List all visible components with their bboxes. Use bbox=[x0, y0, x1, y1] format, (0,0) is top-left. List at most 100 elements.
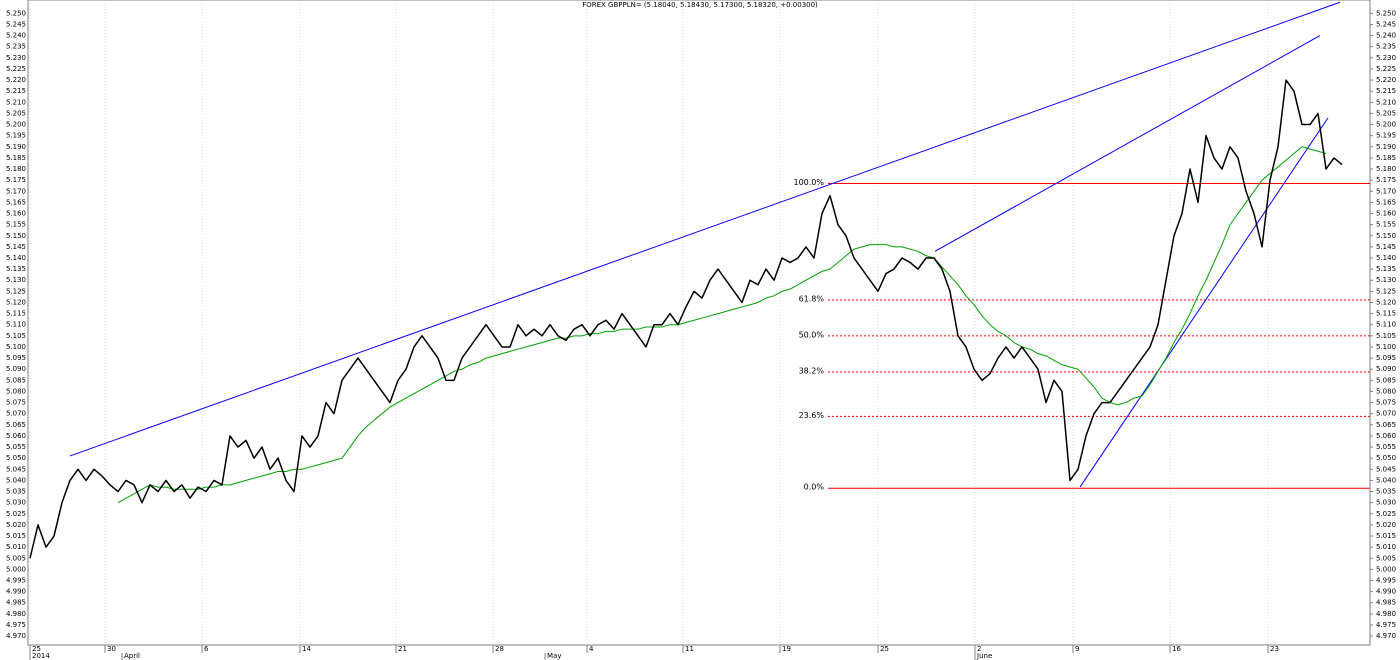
y-tick-label-right: 5.080 bbox=[1376, 387, 1396, 395]
y-tick-label: 4.980 bbox=[6, 610, 26, 618]
y-tick-label: 5.000 bbox=[6, 565, 26, 573]
y-tick-label: 5.160 bbox=[6, 210, 26, 218]
y-tick-label: 5.040 bbox=[6, 476, 26, 484]
y-tick-label: 5.245 bbox=[6, 20, 26, 28]
y-tick-label-right: 5.125 bbox=[1376, 287, 1396, 295]
y-tick-label-right: 5.135 bbox=[1376, 265, 1396, 273]
x-tick-label: 25 bbox=[32, 645, 41, 653]
month-label: 2014 bbox=[32, 652, 50, 660]
y-tick-label-right: 5.130 bbox=[1376, 276, 1396, 284]
y-tick-label: 5.240 bbox=[6, 32, 26, 40]
y-tick-label: 5.110 bbox=[6, 321, 26, 329]
y-tick-label: 4.995 bbox=[6, 577, 26, 585]
fib-level-label: 100.0% bbox=[793, 178, 824, 187]
y-tick-label-right: 5.040 bbox=[1376, 476, 1396, 484]
y-tick-label-right: 5.100 bbox=[1376, 343, 1396, 351]
y-tick-label: 5.035 bbox=[6, 488, 26, 496]
trendline bbox=[934, 35, 1321, 252]
x-tick-label: 14 bbox=[302, 645, 311, 653]
y-tick-label: 5.090 bbox=[6, 365, 26, 373]
y-tick-label-right: 5.145 bbox=[1376, 243, 1396, 251]
y-tick-label-right: 5.060 bbox=[1376, 432, 1396, 440]
y-tick-label-right: 5.010 bbox=[1376, 543, 1396, 551]
y-tick-label-right: 5.090 bbox=[1376, 365, 1396, 373]
y-tick-label: 5.150 bbox=[6, 232, 26, 240]
y-tick-label: 5.075 bbox=[6, 399, 26, 407]
x-tick-label: 28 bbox=[495, 645, 504, 653]
y-tick-label: 5.065 bbox=[6, 421, 26, 429]
y-tick-label-right: 5.170 bbox=[1376, 187, 1396, 195]
y-tick-label-right: 5.120 bbox=[1376, 298, 1396, 306]
x-tick-label: 6 bbox=[204, 645, 209, 653]
y-tick-label-right: 5.050 bbox=[1376, 454, 1396, 462]
month-label: June bbox=[976, 652, 992, 660]
y-tick-label-right: 5.165 bbox=[1376, 198, 1396, 206]
y-tick-label-right: 5.005 bbox=[1376, 554, 1396, 562]
y-tick-label: 5.220 bbox=[6, 76, 26, 84]
y-tick-label-right: 5.185 bbox=[1376, 154, 1396, 162]
y-tick-label-right: 4.980 bbox=[1376, 610, 1396, 618]
y-tick-label-right: 4.990 bbox=[1376, 588, 1396, 596]
y-tick-label-right: 5.045 bbox=[1376, 465, 1396, 473]
y-tick-label-right: 5.205 bbox=[1376, 109, 1396, 117]
y-tick-label-right: 4.975 bbox=[1376, 621, 1396, 629]
y-tick-label-right: 5.250 bbox=[1376, 9, 1396, 17]
y-tick-label-right: 5.200 bbox=[1376, 121, 1396, 129]
y-tick-label-right: 5.020 bbox=[1376, 521, 1396, 529]
y-tick-label: 5.030 bbox=[6, 499, 26, 507]
y-tick-label-right: 5.030 bbox=[1376, 499, 1396, 507]
y-tick-label: 5.020 bbox=[6, 521, 26, 529]
y-tick-label: 5.170 bbox=[6, 187, 26, 195]
y-tick-label: 5.010 bbox=[6, 543, 26, 551]
trendline bbox=[1079, 117, 1329, 488]
x-tick-label: 16 bbox=[1172, 645, 1181, 653]
y-tick-label-right: 5.140 bbox=[1376, 254, 1396, 262]
y-tick-label: 5.130 bbox=[6, 276, 26, 284]
y-tick-label-right: 5.215 bbox=[1376, 87, 1396, 95]
x-tick-label: 11 bbox=[685, 645, 694, 653]
y-tick-label: 5.225 bbox=[6, 65, 26, 73]
y-tick-label-right: 5.115 bbox=[1376, 310, 1396, 318]
y-tick-label-right: 5.210 bbox=[1376, 98, 1396, 106]
y-tick-label-right: 5.035 bbox=[1376, 488, 1396, 496]
y-tick-label-right: 5.175 bbox=[1376, 176, 1396, 184]
y-tick-label-right: 5.220 bbox=[1376, 76, 1396, 84]
y-tick-label-right: 4.995 bbox=[1376, 577, 1396, 585]
y-tick-label-right: 5.195 bbox=[1376, 132, 1396, 140]
y-tick-label: 5.235 bbox=[6, 43, 26, 51]
y-tick-label-right: 5.150 bbox=[1376, 232, 1396, 240]
fib-level-label: 50.0% bbox=[799, 330, 825, 339]
y-tick-label-right: 5.245 bbox=[1376, 20, 1396, 28]
y-tick-label: 4.990 bbox=[6, 588, 26, 596]
y-tick-label: 5.085 bbox=[6, 376, 26, 384]
fib-level-label: 61.8% bbox=[799, 294, 825, 303]
x-tick-label: 30 bbox=[107, 645, 116, 653]
y-tick-label-right: 5.000 bbox=[1376, 565, 1396, 573]
y-tick-label: 5.145 bbox=[6, 243, 26, 251]
y-tick-label: 5.050 bbox=[6, 454, 26, 462]
fib-level-label: 38.2% bbox=[799, 366, 825, 375]
series-line bbox=[29, 79, 1343, 559]
y-tick-label: 5.120 bbox=[6, 298, 26, 306]
y-tick-label-right: 5.075 bbox=[1376, 399, 1396, 407]
y-tick-label: 5.115 bbox=[6, 310, 26, 318]
x-tick-label: 21 bbox=[398, 645, 407, 653]
y-tick-label-right: 5.085 bbox=[1376, 376, 1396, 384]
y-tick-label: 5.210 bbox=[6, 98, 26, 106]
y-tick-label: 5.135 bbox=[6, 265, 26, 273]
y-tick-label: 4.985 bbox=[6, 599, 26, 607]
y-tick-label: 5.080 bbox=[6, 387, 26, 395]
y-tick-label-right: 5.015 bbox=[1376, 532, 1396, 540]
y-tick-label: 5.205 bbox=[6, 109, 26, 117]
y-tick-label: 5.190 bbox=[6, 143, 26, 151]
y-tick-label: 5.105 bbox=[6, 332, 26, 340]
y-tick-label: 5.185 bbox=[6, 154, 26, 162]
y-tick-label-right: 5.055 bbox=[1376, 443, 1396, 451]
chart-title: FOREX GBPPLN= (5.18040, 5.18430, 5.17300… bbox=[582, 1, 818, 9]
y-tick-label: 5.055 bbox=[6, 443, 26, 451]
y-tick-label: 5.025 bbox=[6, 510, 26, 518]
fib-level-label: 0.0% bbox=[804, 483, 825, 492]
y-tick-label-right: 5.240 bbox=[1376, 32, 1396, 40]
y-tick-label: 5.095 bbox=[6, 354, 26, 362]
